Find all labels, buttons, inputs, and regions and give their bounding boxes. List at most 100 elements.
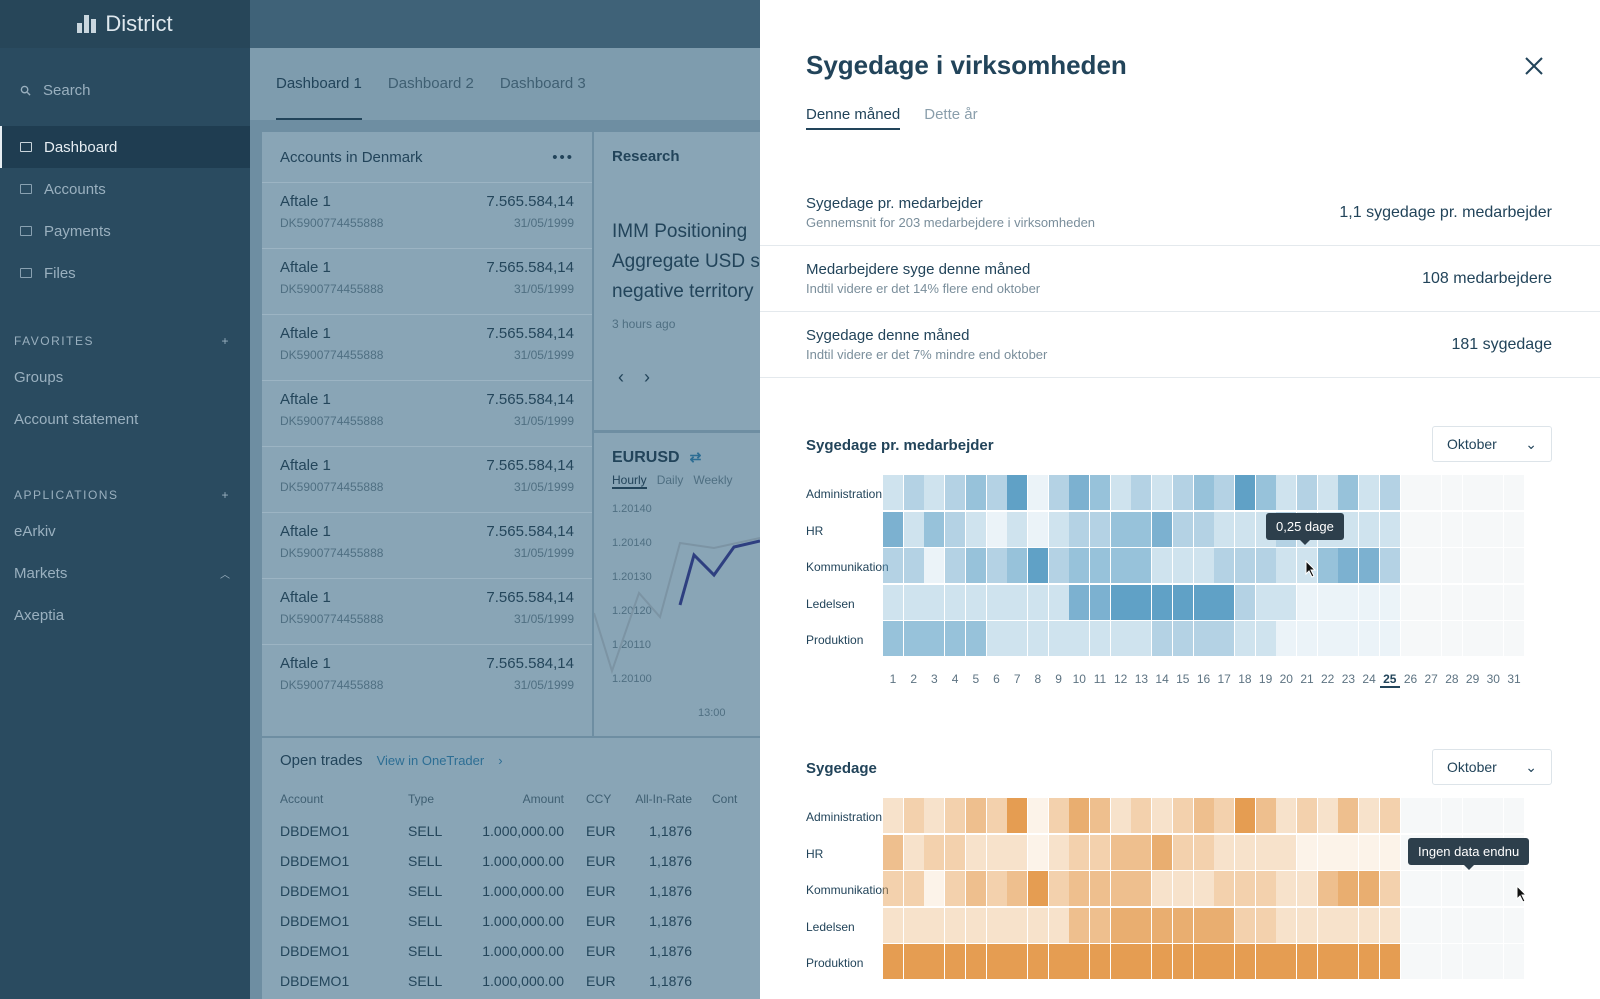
heatmap-cell[interactable]: [1069, 907, 1090, 943]
heatmap-cell[interactable]: [1007, 621, 1028, 656]
heatmap-cell[interactable]: [1131, 475, 1152, 510]
heatmap-cell[interactable]: [883, 621, 903, 656]
heatmap-cell[interactable]: [1441, 944, 1462, 979]
heatmap-cell[interactable]: [903, 871, 924, 906]
heatmap-cell[interactable]: [1276, 798, 1297, 833]
heatmap-cell[interactable]: [1483, 907, 1504, 943]
heatmap-cell[interactable]: [1193, 871, 1214, 906]
heatmap-cell[interactable]: [1193, 907, 1214, 943]
heatmap-cell[interactable]: [883, 511, 903, 547]
heatmap-cell[interactable]: [1462, 798, 1483, 833]
heatmap-cell[interactable]: [1152, 871, 1173, 906]
heatmap-cell[interactable]: [1234, 798, 1255, 833]
heatmap-cell[interactable]: [1090, 511, 1110, 547]
heatmap-cell[interactable]: [1421, 907, 1442, 943]
col-rate[interactable]: All-In-Rate: [635, 792, 692, 806]
favorite-account-statement[interactable]: Account statement: [14, 410, 139, 428]
heatmap-cell[interactable]: [1214, 475, 1235, 510]
day-label[interactable]: 19: [1258, 671, 1273, 686]
heatmap-cell[interactable]: [1483, 621, 1504, 656]
heatmap-cell[interactable]: [1462, 475, 1483, 510]
heatmap-cell[interactable]: [1276, 834, 1297, 870]
heatmap-cell[interactable]: [1441, 475, 1462, 510]
heatmap-cell[interactable]: [1276, 621, 1297, 656]
heatmap-cell[interactable]: [1027, 798, 1048, 833]
heatmap-cell[interactable]: [1441, 548, 1462, 583]
account-row[interactable]: Aftale 1 DK5900774455888 7.565.584,14 31/05…: [262, 182, 592, 248]
tab-dashboard-1[interactable]: Dashboard 1: [276, 75, 362, 120]
heatmap-cell[interactable]: [1172, 907, 1193, 943]
nav-payments[interactable]: Payments: [0, 210, 250, 252]
heatmap-cell[interactable]: [1379, 871, 1400, 906]
heatmap-cell[interactable]: [1214, 584, 1235, 620]
heatmap-cell[interactable]: [1317, 834, 1338, 870]
heatmap-cell[interactable]: [1131, 871, 1152, 906]
heatmap-cell[interactable]: [1338, 907, 1359, 943]
heatmap-cell[interactable]: [986, 798, 1007, 833]
heatmap-cell[interactable]: [1193, 798, 1214, 833]
heatmap-cell[interactable]: [1069, 548, 1090, 583]
heatmap-cell[interactable]: [1234, 907, 1255, 943]
heatmap-cell[interactable]: [1131, 944, 1152, 979]
day-label[interactable]: 23: [1341, 671, 1356, 686]
heatmap-cell[interactable]: [1317, 584, 1338, 620]
heatmap-cell[interactable]: [1483, 944, 1504, 979]
heatmap-cell[interactable]: [1027, 621, 1048, 656]
heatmap-cell[interactable]: [1234, 834, 1255, 870]
heatmap-cell[interactable]: [1297, 834, 1317, 870]
heatmap-cell[interactable]: [1152, 475, 1173, 510]
heatmap-cell[interactable]: [1027, 834, 1048, 870]
heatmap-cell[interactable]: [1421, 511, 1442, 547]
heatmap-cell[interactable]: [1359, 871, 1380, 906]
heatmap-cell[interactable]: [1172, 621, 1193, 656]
heatmap-cell[interactable]: [1379, 584, 1400, 620]
heatmap-cell[interactable]: [1234, 475, 1255, 510]
month-select[interactable]: Oktober ⌄: [1432, 426, 1552, 462]
heatmap-cell[interactable]: [1338, 944, 1359, 979]
heatmap-cell[interactable]: [1214, 511, 1235, 547]
heatmap-cell[interactable]: [1462, 621, 1483, 656]
heatmap-cell[interactable]: [1462, 548, 1483, 583]
heatmap-cell[interactable]: [1359, 475, 1380, 510]
heatmap-cell[interactable]: [1255, 548, 1276, 583]
heatmap-cell[interactable]: [1276, 944, 1297, 979]
heatmap-cell[interactable]: [1193, 834, 1214, 870]
account-row[interactable]: Aftale 1 DK5900774455888 7.565.584,14 31/05…: [262, 380, 592, 446]
day-label[interactable]: 1: [889, 671, 897, 686]
heatmap-cell[interactable]: [1110, 834, 1131, 870]
heatmap-cell[interactable]: [1483, 871, 1504, 906]
heatmap-cell[interactable]: [1027, 511, 1048, 547]
heatmap-cell[interactable]: [1110, 548, 1131, 583]
heatmap-cell[interactable]: [1317, 621, 1338, 656]
view-onetrader-link[interactable]: View in OneTrader: [376, 752, 485, 768]
day-label[interactable]: 26: [1403, 671, 1418, 686]
heatmap-cell[interactable]: [903, 475, 924, 510]
heatmap-cell[interactable]: [1379, 834, 1400, 870]
heatmap-cell[interactable]: [1400, 871, 1421, 906]
heatmap-cell[interactable]: [1090, 834, 1110, 870]
heatmap-cell[interactable]: [1441, 584, 1462, 620]
heatmap-cell[interactable]: [1317, 944, 1338, 979]
heatmap-cell[interactable]: [1317, 475, 1338, 510]
day-label[interactable]: 28: [1445, 671, 1459, 686]
heatmap-cell[interactable]: [1152, 907, 1173, 943]
day-label[interactable]: 24: [1362, 671, 1376, 686]
heatmap-cell[interactable]: [1462, 511, 1483, 547]
day-label[interactable]: 15: [1176, 671, 1190, 686]
heatmap-cell[interactable]: [1214, 548, 1235, 583]
heatmap-cell[interactable]: [1007, 548, 1028, 583]
heatmap-cell[interactable]: [1441, 798, 1462, 833]
heatmap-cell[interactable]: [903, 511, 924, 547]
trade-row[interactable]: DBDEMO1 SELL 1.000,000.00 EUR 1,1876: [262, 906, 760, 936]
heatmap-cell[interactable]: [1172, 511, 1193, 547]
heatmap-cell[interactable]: [965, 798, 986, 833]
heatmap-cell[interactable]: [1276, 871, 1297, 906]
heatmap-cell[interactable]: [1421, 944, 1442, 979]
day-label[interactable]: 17: [1217, 671, 1231, 686]
heatmap-cell[interactable]: [1441, 871, 1462, 906]
heatmap-cell[interactable]: [1131, 511, 1152, 547]
heatmap-cell[interactable]: [1110, 584, 1131, 620]
heatmap-cell[interactable]: [1421, 475, 1442, 510]
heatmap-cell[interactable]: [1110, 475, 1131, 510]
heatmap-cell[interactable]: [1048, 834, 1069, 870]
